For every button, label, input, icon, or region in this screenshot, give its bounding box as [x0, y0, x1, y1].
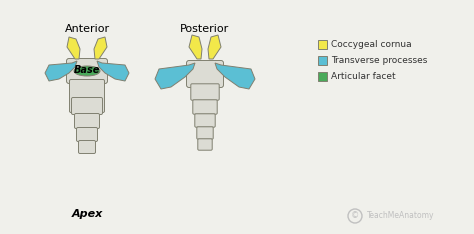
FancyBboxPatch shape	[191, 84, 219, 100]
Polygon shape	[215, 63, 255, 89]
FancyBboxPatch shape	[193, 100, 217, 114]
Text: ©: ©	[351, 212, 359, 220]
Text: Apex: Apex	[72, 209, 103, 219]
Polygon shape	[155, 63, 195, 89]
FancyBboxPatch shape	[195, 114, 215, 127]
Text: Base: Base	[74, 65, 100, 75]
Text: Coccygeal cornua: Coccygeal cornua	[331, 40, 411, 49]
FancyBboxPatch shape	[76, 128, 98, 142]
Polygon shape	[189, 35, 202, 59]
Polygon shape	[67, 37, 80, 59]
FancyBboxPatch shape	[198, 139, 212, 150]
Text: TeachMeAnatomy: TeachMeAnatomy	[367, 212, 435, 220]
Polygon shape	[45, 61, 77, 81]
FancyBboxPatch shape	[70, 80, 104, 113]
FancyBboxPatch shape	[72, 98, 102, 114]
FancyBboxPatch shape	[79, 140, 95, 154]
Text: Articular facet: Articular facet	[331, 72, 396, 81]
FancyBboxPatch shape	[197, 127, 213, 139]
Polygon shape	[97, 61, 129, 81]
Ellipse shape	[74, 66, 100, 76]
Polygon shape	[208, 35, 221, 59]
Text: Transverse processes: Transverse processes	[331, 56, 428, 65]
FancyBboxPatch shape	[318, 56, 327, 65]
FancyBboxPatch shape	[74, 113, 100, 128]
FancyBboxPatch shape	[318, 72, 327, 81]
Polygon shape	[94, 37, 107, 59]
Text: Anterior: Anterior	[64, 24, 109, 34]
FancyBboxPatch shape	[318, 40, 327, 49]
FancyBboxPatch shape	[186, 61, 224, 88]
Text: Posterior: Posterior	[181, 24, 229, 34]
FancyBboxPatch shape	[66, 58, 108, 84]
